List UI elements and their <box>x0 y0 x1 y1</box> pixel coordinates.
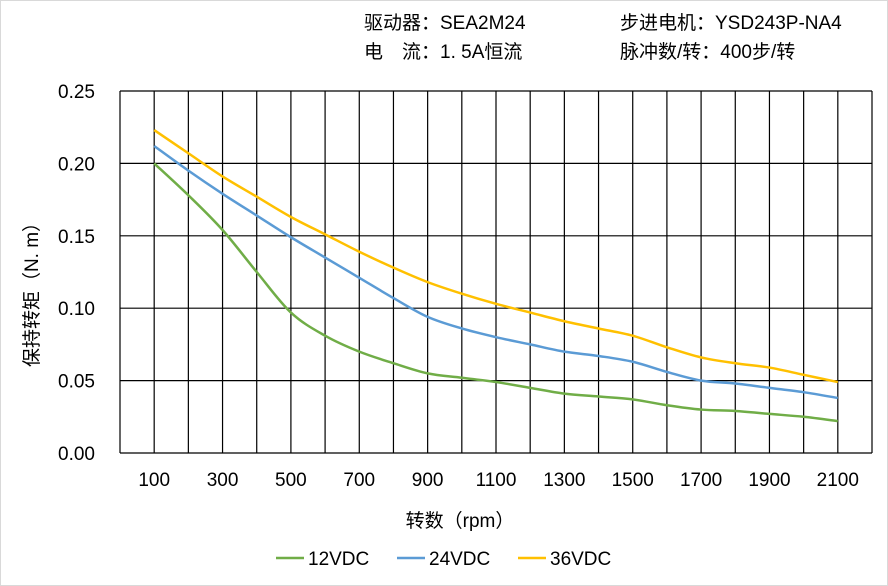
x-tick-label: 1100 <box>476 470 517 491</box>
y-tick-label: 0.20 <box>58 154 95 175</box>
x-tick-label: 900 <box>412 470 444 491</box>
motor-label: 步进电机：YSD243P-NA4 <box>620 13 842 34</box>
x-tick-label: 2100 <box>817 470 859 491</box>
driver-label: 驱动器：SEA2M24 <box>364 13 526 34</box>
legend-label: 12VDC <box>308 549 369 570</box>
pulses-label: 脉冲数/转：400步/转 <box>620 42 796 63</box>
x-tick-label: 1900 <box>748 470 790 491</box>
legend-label: 36VDC <box>550 549 611 570</box>
x-tick-label: 1700 <box>680 470 722 491</box>
y-axis-title: 保持转矩（N. m） <box>21 213 43 367</box>
series-line-24VDC <box>153 145 839 400</box>
x-tick-label: 1500 <box>612 470 654 491</box>
y-tick-label: 0.25 <box>58 82 95 103</box>
x-tick-label: 300 <box>207 470 239 491</box>
y-tick-label: 0.00 <box>58 444 95 465</box>
y-tick-label: 0.05 <box>58 372 95 393</box>
legend-label: 24VDC <box>429 549 490 570</box>
y-tick-label: 0.15 <box>58 227 95 248</box>
x-axis-title: 转数（rpm） <box>406 510 515 532</box>
x-tick-label: 100 <box>138 470 170 491</box>
x-tick-label: 500 <box>275 470 307 491</box>
series-line-36VDC <box>153 129 839 384</box>
x-tick-label: 1300 <box>543 470 585 491</box>
x-tick-label: 700 <box>343 470 375 491</box>
series-line-12VDC <box>153 162 838 423</box>
y-tick-label: 0.10 <box>58 299 95 320</box>
current-label: 电 流：1. 5A恒流 <box>364 42 523 63</box>
